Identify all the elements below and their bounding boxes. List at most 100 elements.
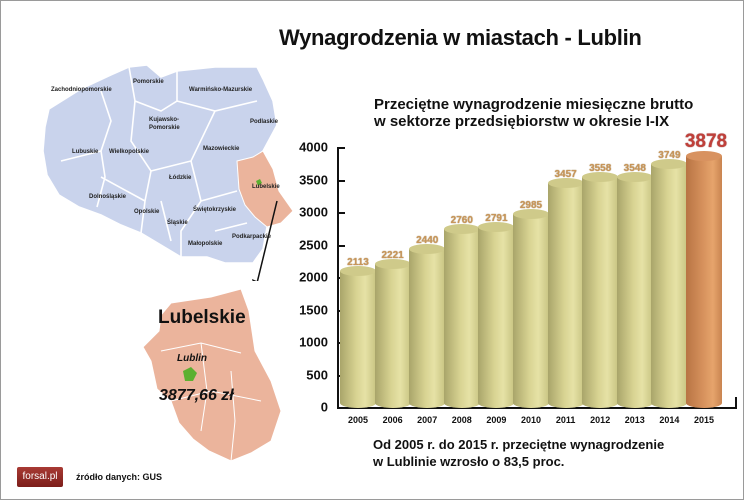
city-salary-value: 3877,66 zł <box>159 387 234 404</box>
bar-body <box>409 249 446 408</box>
axis-tick <box>337 245 345 247</box>
x-tick-label: 2005 <box>347 415 369 425</box>
bar: 2221 <box>374 250 411 408</box>
chart-title: Przeciętne wynagrodzenie miesięczne brut… <box>374 96 694 130</box>
region-label: Zachodniopomorskie <box>51 87 112 93</box>
bar: 2440 <box>409 235 446 408</box>
axis-tick <box>337 180 345 182</box>
bar-value-label: 2113 <box>347 256 369 268</box>
x-tick-label: 2014 <box>659 415 680 425</box>
region-label: Lubuskie <box>72 149 99 155</box>
bar-top <box>374 258 411 269</box>
y-tick: 1500 <box>299 302 328 318</box>
bar-top <box>513 208 549 219</box>
bar-value-label: 3457 <box>554 169 577 181</box>
bar-top <box>651 159 688 170</box>
x-tick-label: 2010 <box>520 415 542 425</box>
bar-body <box>616 177 653 408</box>
bar-value-label: 3749 <box>658 150 681 162</box>
x-axis-line <box>337 407 737 409</box>
bar-body <box>443 228 480 408</box>
bar-value-label: 3878 <box>684 130 728 152</box>
data-source: źródło danych: GUS <box>76 472 163 482</box>
inset-region-title: Lubelskie <box>158 307 246 328</box>
region-label: Podlaskie <box>250 119 279 125</box>
x-tick-label: 2011 <box>555 415 576 425</box>
region-label: Pomorskie <box>133 79 164 85</box>
y-axis: 4000 3500 3000 2500 2000 1500 1000 500 0 <box>291 139 336 415</box>
bar-top <box>443 223 480 234</box>
y-tick: 4000 <box>299 139 328 155</box>
bar-body <box>686 155 722 408</box>
region-label: Pomorskie <box>149 125 180 131</box>
bar-body <box>582 176 619 408</box>
page-title: Wynagrodzenia w miastach - Lublin <box>279 25 642 50</box>
axis-tick <box>337 147 345 149</box>
region-label: Mazowieckie <box>203 146 240 152</box>
city-name: Lublin <box>177 353 207 364</box>
region-label: Dolnośląskie <box>89 194 127 200</box>
bar-top <box>686 150 722 161</box>
x-tick-label: 2009 <box>486 415 507 425</box>
region-label: Małopolskie <box>188 241 223 247</box>
bar-value-label: 2760 <box>450 214 473 226</box>
bar-body <box>547 183 584 408</box>
bar: 3457 <box>547 169 584 408</box>
bar-value-label: 2221 <box>381 249 404 261</box>
bar: 3878 <box>685 131 727 408</box>
bar-value-label: 2791 <box>485 212 508 224</box>
bar: 3749 <box>651 150 688 408</box>
bar-body <box>340 270 376 408</box>
bar: 2791 <box>478 213 515 408</box>
bar-top <box>340 265 376 276</box>
bar-body <box>478 226 515 408</box>
arrow-line <box>256 200 278 281</box>
lubelskie-inset-map <box>142 288 282 462</box>
y-tick: 1000 <box>299 334 328 350</box>
x-tick-label: 2013 <box>624 415 645 425</box>
x-tick-label: 2007 <box>417 415 438 425</box>
region-label: Lubelskie <box>252 184 280 190</box>
x-tick-label: 2015 <box>693 415 715 425</box>
bar-body <box>374 263 411 408</box>
bar-value-label: 3558 <box>589 162 612 174</box>
poland-map <box>42 64 294 281</box>
x-tick-label: 2008 <box>451 415 472 425</box>
bar: 2113 <box>340 257 376 408</box>
lublin-city-marker <box>256 179 262 186</box>
region-label: Warmińsko-Mazurskie <box>189 87 253 93</box>
region-label: Śląskie <box>167 220 188 226</box>
bar-value-label: 2440 <box>416 235 439 247</box>
lubelskie-region <box>236 150 294 228</box>
bar-body <box>651 164 688 408</box>
region-label: Kujawsko- <box>149 117 180 123</box>
bar-top <box>547 178 584 189</box>
forsal-logo[interactable]: forsal.pl <box>17 467 63 487</box>
region-label: Wielkopolskie <box>109 149 149 155</box>
y-tick: 500 <box>306 367 328 383</box>
axis-tick <box>337 212 345 214</box>
lublin-city-marker <box>183 367 197 381</box>
y-tick: 2000 <box>299 269 328 285</box>
region-label: Opolskie <box>134 209 160 215</box>
arrow-head-icon <box>252 279 257 281</box>
x-tick-label: 2006 <box>382 415 403 425</box>
bar: 3558 <box>582 163 619 408</box>
x-tick-label: 2012 <box>590 415 611 425</box>
y-tick: 3000 <box>299 204 328 220</box>
region-label: Świętokrzyskie <box>193 207 237 213</box>
bar-top <box>409 244 446 255</box>
y-tick: 2500 <box>299 237 328 253</box>
bar-value-label: 3548 <box>623 163 646 175</box>
bar-top <box>616 172 653 183</box>
bar: 2985 <box>513 200 549 408</box>
bar-top <box>582 171 619 182</box>
y-tick: 0 <box>320 399 328 415</box>
summary-note: Od 2005 r. do 2015 r. przeciętne wynagro… <box>373 437 665 469</box>
bar: 3548 <box>616 163 653 408</box>
region-label: Łódzkie <box>169 175 192 181</box>
region-borders <box>60 66 258 257</box>
y-tick: 3500 <box>299 172 328 188</box>
region-label: Podkarpackie <box>232 234 272 240</box>
